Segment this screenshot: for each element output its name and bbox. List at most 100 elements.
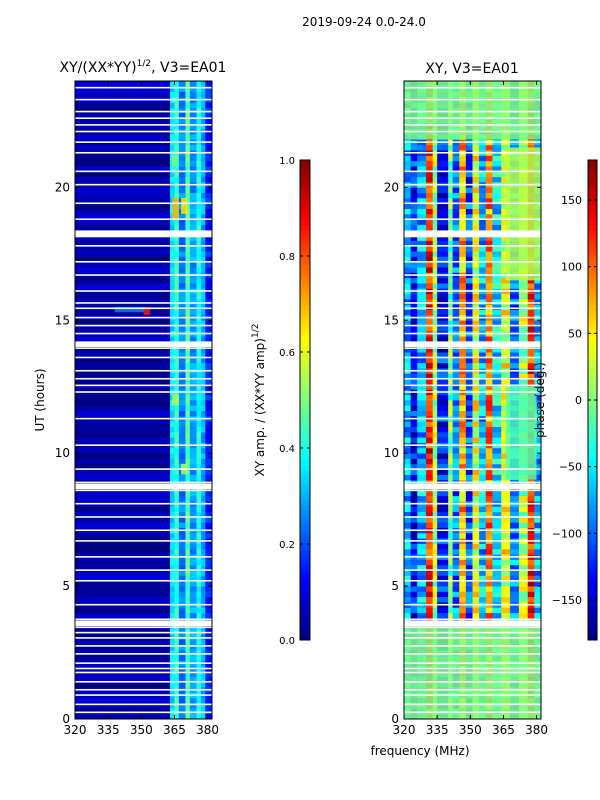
heatmap-cell (404, 346, 412, 353)
heatmap-cell (185, 421, 191, 427)
colorbar-cell (588, 470, 597, 476)
heatmap-cell (437, 166, 449, 172)
heatmap-cell (510, 559, 520, 566)
heatmap-cell (432, 373, 438, 380)
heatmap-cell (485, 256, 493, 263)
heatmap-cell (479, 421, 487, 427)
heatmap-cell (196, 564, 202, 571)
heatmap-cell (170, 405, 175, 412)
heatmap-cell (472, 166, 480, 172)
heatmap-cell (174, 421, 180, 427)
colorbar-cell (300, 550, 310, 556)
heatmap-cell (410, 325, 418, 332)
heatmap-cell (492, 192, 502, 199)
heatmap-cell (75, 437, 171, 443)
heatmap-cell (501, 298, 511, 305)
heatmap-cell (185, 506, 191, 513)
heatmap-cell (185, 192, 191, 199)
heatmap-cell (534, 516, 542, 523)
heatmap-cell (189, 400, 197, 406)
heatmap-cell (196, 81, 202, 87)
heatmap-cell (479, 463, 487, 470)
colorbar-cell (300, 470, 310, 476)
heatmap-cell (196, 261, 202, 268)
heatmap-cell (196, 293, 202, 300)
heatmap-cell (170, 575, 175, 582)
heatmap-cell (472, 543, 480, 550)
heatmap-cell (452, 267, 460, 273)
heatmap-cell (437, 469, 449, 475)
heatmap-cell (472, 155, 480, 162)
heatmap-cell (452, 474, 460, 481)
colorbar-tick-label: 100 (561, 261, 582, 274)
heatmap-cell (178, 245, 186, 252)
gap-row (75, 489, 212, 492)
gap-row (75, 502, 212, 505)
heatmap-cell (185, 612, 191, 619)
heatmap-cell (459, 277, 467, 284)
heatmap-cell (410, 564, 418, 571)
heatmap-cell (200, 155, 206, 162)
heatmap-cell (200, 240, 206, 247)
colorbar-cell (588, 180, 597, 186)
heatmap-cell (410, 160, 418, 167)
x-tick-label: 380 (525, 723, 548, 737)
heatmap-cell (174, 261, 180, 268)
heatmap-cell (170, 283, 175, 289)
heatmap-cell (174, 277, 180, 284)
heatmap-cell (485, 336, 493, 342)
heatmap-cell (485, 548, 493, 555)
colorbar-tick-label: −100 (552, 527, 582, 540)
gap-row (75, 124, 212, 126)
heatmap-cell (200, 426, 206, 433)
heatmap-patch (172, 197, 179, 220)
colorbar-cell (300, 460, 310, 466)
heatmap-cell (518, 304, 529, 311)
heatmap-cell (170, 102, 175, 108)
heatmap-cell (492, 293, 502, 300)
heatmap-cell (196, 112, 202, 119)
heatmap-cell (479, 219, 487, 225)
colorbar-cell (300, 485, 310, 491)
heatmap-cell (417, 580, 427, 587)
colorbar-cell (588, 515, 597, 521)
heatmap-cell (437, 197, 449, 204)
heatmap-cell (417, 235, 427, 241)
heatmap-cell (205, 171, 213, 178)
heatmap-cell (452, 197, 460, 204)
heatmap-cell (426, 421, 434, 427)
heatmap-cell (178, 474, 186, 481)
gap-row (75, 444, 212, 446)
heatmap-cell (189, 639, 197, 645)
heatmap-cell (472, 426, 480, 433)
heatmap-cell (465, 575, 473, 582)
heatmap-cell (426, 283, 434, 289)
gap-row (75, 151, 212, 154)
heatmap-cell (485, 564, 493, 571)
heatmap-cell (426, 309, 434, 316)
heatmap-cell (534, 362, 542, 369)
gap-row (404, 626, 541, 629)
heatmap-cell (479, 458, 487, 465)
heatmap-cell (479, 570, 487, 576)
heatmap-cell (410, 320, 418, 326)
heatmap-cell (485, 166, 493, 172)
heatmap-cell (75, 320, 171, 326)
heatmap-cell (510, 522, 520, 528)
heatmap-cell (185, 559, 191, 566)
heatmap-cell (501, 559, 511, 566)
heatmap-cell (404, 362, 412, 369)
heatmap-cell (189, 102, 197, 108)
heatmap-cell (472, 431, 480, 438)
heatmap-cell (185, 336, 191, 342)
heatmap-cell (185, 166, 191, 172)
heatmap-cell (417, 431, 427, 438)
heatmap-cell (479, 469, 487, 475)
heatmap-cell (485, 309, 493, 316)
heatmap-cell (485, 251, 493, 257)
heatmap-cell (404, 431, 412, 438)
heatmap-cell (404, 192, 412, 199)
heatmap-cell (459, 373, 467, 380)
heatmap-cell (200, 447, 206, 454)
gap-row (75, 680, 212, 683)
